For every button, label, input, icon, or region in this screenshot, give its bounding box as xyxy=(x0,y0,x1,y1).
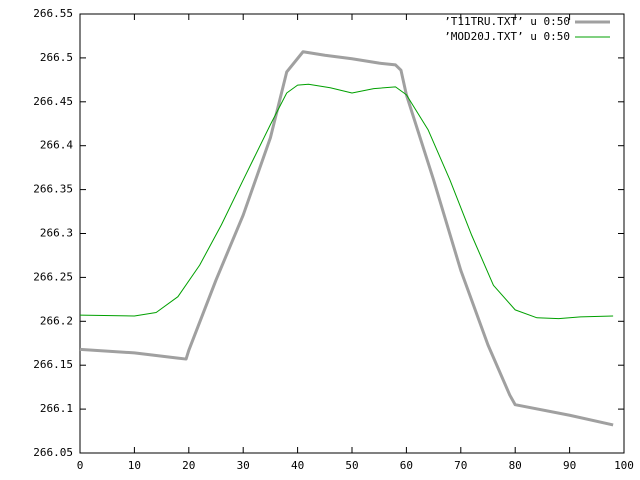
x-tick-label: 80 xyxy=(509,459,522,472)
series-line xyxy=(79,83,614,320)
legend-label: ’T11TRU.TXT’ u 0:50 xyxy=(444,15,570,28)
plot-frame xyxy=(79,13,625,454)
y-tick-label: 266.5 xyxy=(40,51,73,64)
y-tick-label: 266.45 xyxy=(33,95,73,108)
x-tick-label: 70 xyxy=(454,459,467,472)
x-tick-label: 0 xyxy=(77,459,84,472)
y-tick-label: 266.35 xyxy=(33,183,73,196)
x-tick-label: 100 xyxy=(614,459,634,472)
x-tick-label: 60 xyxy=(400,459,413,472)
y-tick-label: 266.25 xyxy=(33,270,73,283)
y-tick-label: 266.3 xyxy=(40,227,73,240)
x-tick-label: 30 xyxy=(237,459,250,472)
y-tick-label: 266.15 xyxy=(33,358,73,371)
x-tick-label: 20 xyxy=(182,459,195,472)
x-tick-label: 90 xyxy=(563,459,576,472)
x-tick-label: 50 xyxy=(345,459,358,472)
x-tick-label: 10 xyxy=(128,459,141,472)
y-tick-label: 266.2 xyxy=(40,314,73,327)
y-tick-label: 266.05 xyxy=(33,446,73,459)
series-line xyxy=(79,50,614,427)
legend-label: ’MOD20J.TXT’ u 0:50 xyxy=(444,30,570,43)
x-tick-label: 40 xyxy=(291,459,304,472)
y-tick-label: 266.1 xyxy=(40,402,73,415)
y-tick-label: 266.55 xyxy=(33,7,73,20)
y-tick-label: 266.4 xyxy=(40,139,73,152)
